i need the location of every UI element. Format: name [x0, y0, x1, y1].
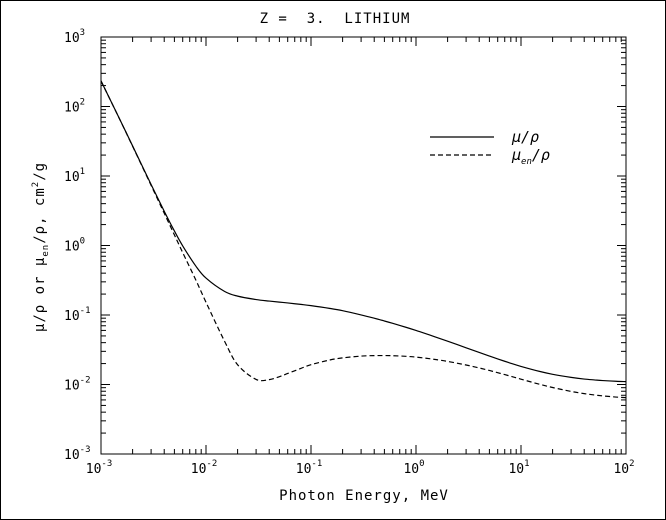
series-layer — [100, 80, 627, 399]
y-label-mu: μ — [32, 323, 48, 332]
series-line-mu-rho — [100, 80, 627, 383]
x-tick-label: 101 — [508, 459, 529, 477]
x-tick-label: 10-3 — [86, 459, 113, 477]
y-label-part1: /ρ or — [32, 266, 48, 323]
y-tick-label: 10-2 — [64, 376, 91, 394]
legend-label-mu-rho: μ/ρ — [511, 128, 539, 146]
y-tick-label: 100 — [64, 237, 85, 255]
y-label-sup-2: 2 — [31, 181, 41, 187]
y-tick-label: 103 — [64, 28, 85, 46]
tick-marks — [100, 36, 627, 455]
x-tick-label: 102 — [613, 459, 634, 477]
y-tick-label: 10-3 — [64, 445, 91, 463]
x-tick-labels: 10-3 10-2 10-1 100 101 102 — [86, 459, 635, 477]
y-label-sub-en: en — [41, 244, 51, 257]
y-label-mu2: μ — [32, 257, 48, 266]
y-tick-labels: 10-3 10-2 10-1 100 101 102 103 — [64, 28, 91, 463]
x-axis-label: Photon Energy, MeV — [279, 488, 449, 504]
y-axis-label: μ/ρ or μen/ρ, cm2/g — [31, 162, 51, 332]
y-tick-label: 10-1 — [64, 306, 91, 324]
x-tick-label: 10-2 — [191, 459, 218, 477]
plot-frame — [100, 36, 627, 455]
y-tick-label: 101 — [64, 167, 85, 185]
chart-title: Z = 3. LITHIUM — [260, 11, 411, 27]
legend-label-mu-en-rho: μen/ρ — [511, 146, 550, 167]
x-tick-label: 10-1 — [296, 459, 323, 477]
y-tick-label: 102 — [64, 98, 85, 116]
y-label-part3: /g — [32, 162, 48, 181]
y-label-part2: /ρ, cm — [32, 187, 48, 244]
series-line-mu-en-rho — [100, 80, 627, 399]
legend: μ/ρ μen/ρ — [430, 128, 550, 167]
x-tick-label: 100 — [403, 459, 424, 477]
